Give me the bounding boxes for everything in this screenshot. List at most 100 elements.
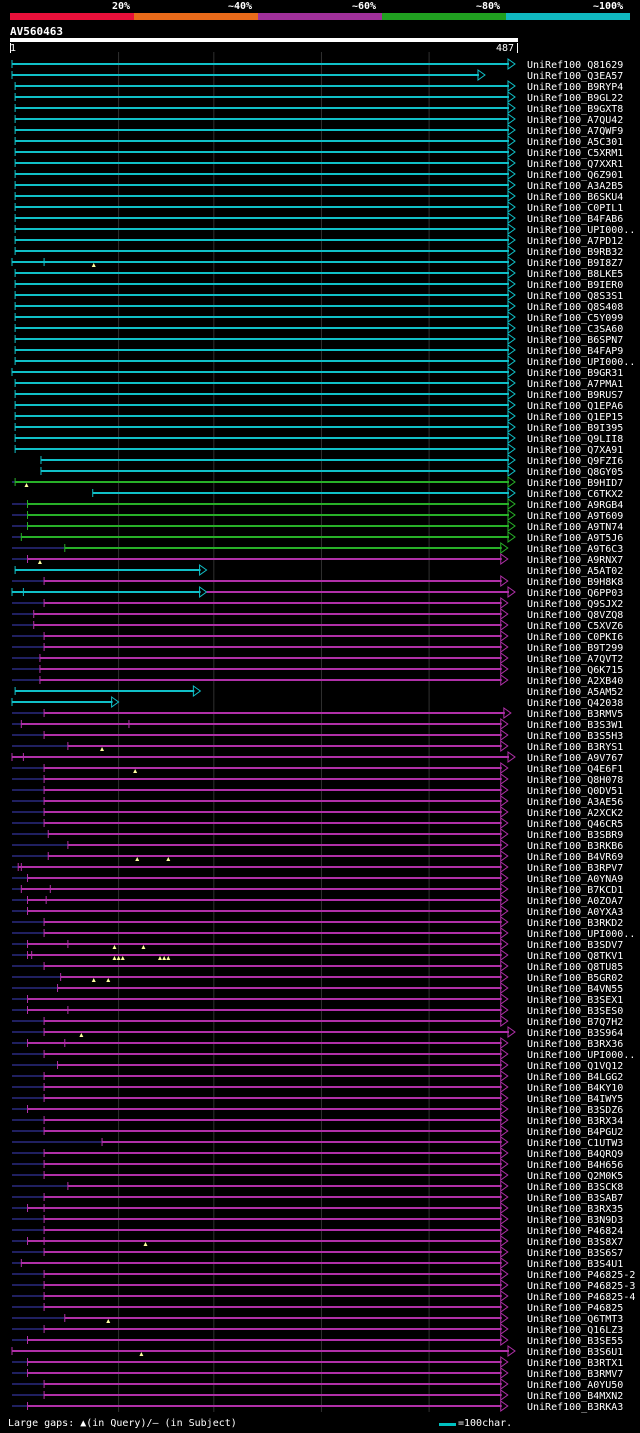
hit-label: UniRef100_Q1EPA6: [527, 401, 623, 412]
hit-label: UniRef100_Q16LZ3: [527, 1325, 623, 1336]
hit-arrow: [500, 1004, 509, 1016]
hit-label: UniRef100_B9HID7: [527, 478, 623, 489]
hit-arrow: [500, 806, 509, 818]
legend-band-2: [134, 13, 258, 20]
hit-label: UniRef100_A9TN74: [527, 522, 623, 533]
hit-arrow: [507, 245, 516, 257]
hit-label: UniRef100_A5AT02: [527, 566, 623, 577]
legend-band-3: [258, 13, 382, 20]
hit-label: UniRef100_B9RB32: [527, 247, 623, 258]
hit-label: UniRef100_B4QRQ9: [527, 1149, 623, 1160]
hit-arrow: [507, 531, 516, 543]
hit-label: UniRef100_B3S4U1: [527, 1259, 623, 1270]
hit-arrow: [500, 1147, 509, 1159]
hit-arrow: [500, 795, 509, 807]
hit-arrow: [500, 1290, 509, 1302]
hit-label: UniRef100_B6SKU4: [527, 192, 623, 203]
hit-label: UniRef100_B3N9D3: [527, 1215, 623, 1226]
hit-arrow: [507, 168, 516, 180]
hit-arrow: [500, 1257, 509, 1269]
hit-arrow: [507, 443, 516, 455]
hit-label: UniRef100_B3SAB7: [527, 1193, 623, 1204]
hit-arrow: [500, 1059, 509, 1071]
query-end-label: 487: [496, 43, 515, 54]
legend-band-5: [506, 13, 630, 20]
hit-label: UniRef100_Q7XA91: [527, 445, 623, 456]
hit-label: UniRef100_B3SEX1: [527, 995, 623, 1006]
hit-arrow: [507, 344, 516, 356]
hit-arrow: [507, 289, 516, 301]
hit-label: UniRef100_C5XVZ6: [527, 621, 623, 632]
hit-label: UniRef100_UPI000..: [527, 1050, 635, 1061]
hit-label: UniRef100_Q8VZQ8: [527, 610, 623, 621]
hit-arrow: [507, 124, 516, 136]
hit-arrow: [507, 487, 516, 499]
hit-label: UniRef100_B3RX34: [527, 1116, 623, 1127]
hit-label: UniRef100_A9T609: [527, 511, 623, 522]
hit-arrow: [500, 1213, 509, 1225]
hit-label: UniRef100_Q8S408: [527, 302, 623, 313]
query-end-tick: [517, 43, 518, 53]
hit-label: UniRef100_A0YXA3: [527, 907, 623, 918]
hit-label: UniRef100_P46825: [527, 1303, 623, 1314]
hit-label: UniRef100_A9V767: [527, 753, 623, 764]
hit-arrow: [500, 1070, 509, 1082]
hit-arrow: [500, 1268, 509, 1280]
gaps-legend: Large gaps: ▲(in Query)/– (in Subject): [8, 1418, 237, 1429]
hit-arrow: [500, 1191, 509, 1203]
hit-arrow: [507, 223, 516, 235]
hit-label: UniRef100_A7PMA1: [527, 379, 623, 390]
hit-arrow: [500, 850, 509, 862]
hit-label: UniRef100_Q9FZI6: [527, 456, 623, 467]
scale-bar: [439, 1423, 456, 1426]
hit-label: UniRef100_A5C301: [527, 137, 623, 148]
hit-arrow: [507, 322, 516, 334]
hit-label: UniRef100_Q1EP15: [527, 412, 623, 423]
hit-arrow: [500, 773, 509, 785]
hit-arrow: [500, 1356, 509, 1368]
hit-arrow: [500, 949, 509, 961]
query-gap-marker: [162, 956, 167, 960]
hit-arrow: [507, 135, 516, 147]
query-start-tick: [10, 43, 11, 53]
hit-label: UniRef100_B3RKA3: [527, 1402, 623, 1413]
hit-arrow: [500, 1015, 509, 1027]
query-bar: [10, 38, 518, 42]
hit-arrow: [507, 234, 516, 246]
hit-arrow: [500, 1312, 509, 1324]
hit-label: UniRef100_Q9SJX2: [527, 599, 623, 610]
hit-arrow: [507, 1026, 516, 1038]
hit-label: UniRef100_Q0DV51: [527, 786, 623, 797]
hit-arrow: [500, 674, 509, 686]
hit-label: UniRef100_UPI000..: [527, 929, 635, 940]
hit-label: UniRef100_B5GR02: [527, 973, 623, 984]
query-gap-marker: [112, 956, 117, 960]
hit-arrow: [507, 80, 516, 92]
hit-label: UniRef100_B4KY10: [527, 1083, 623, 1094]
hit-label: UniRef100_Q81629: [527, 60, 623, 71]
hit-label: UniRef100_A3A2B5: [527, 181, 623, 192]
hit-arrow: [500, 817, 509, 829]
hit-label: UniRef100_A0ZOA7: [527, 896, 623, 907]
hit-arrow: [507, 190, 516, 202]
query-gap-marker: [135, 857, 140, 861]
hit-label: UniRef100_B8LKE5: [527, 269, 623, 280]
hit-label: UniRef100_A9RGB4: [527, 500, 623, 511]
query-gap-marker: [79, 1033, 84, 1037]
legend-band-4: [382, 13, 506, 20]
hit-label: UniRef100_C0PKI6: [527, 632, 623, 643]
hit-arrow: [500, 960, 509, 972]
hit-arrow: [500, 1235, 509, 1247]
query-gap-marker: [141, 945, 146, 949]
hit-arrow: [507, 212, 516, 224]
hit-label: UniRef100_C6TKX2: [527, 489, 623, 500]
hit-arrow: [500, 938, 509, 950]
hit-arrow: [500, 1037, 509, 1049]
hit-arrow: [500, 1169, 509, 1181]
hit-label: UniRef100_B3RTX1: [527, 1358, 623, 1369]
hit-arrow: [500, 1367, 509, 1379]
hit-label: UniRef100_Q6TMT3: [527, 1314, 623, 1325]
hit-label: UniRef100_Q7XXR1: [527, 159, 623, 170]
hit-arrow: [507, 146, 516, 158]
hit-label: UniRef100_B3S6S7: [527, 1248, 623, 1259]
